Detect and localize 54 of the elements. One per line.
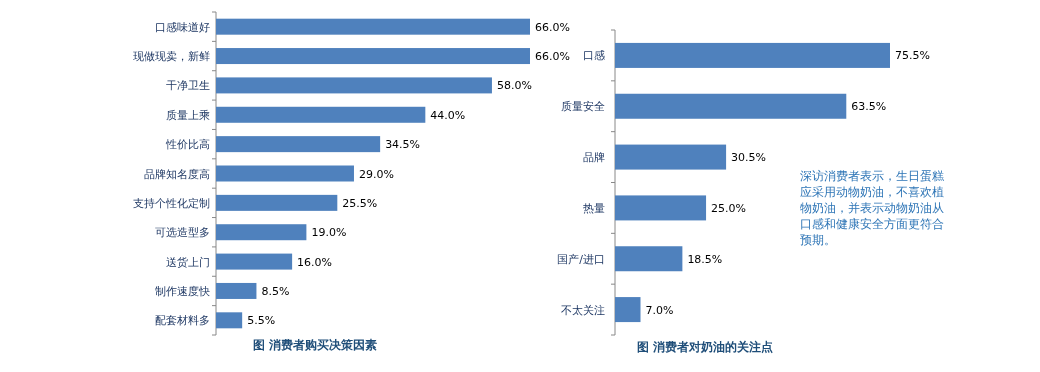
y-tick-label: 送货上门 <box>166 255 210 269</box>
bar <box>615 297 641 323</box>
data-label: 25.0% <box>711 201 747 215</box>
data-label: 19.0% <box>311 226 347 240</box>
y-tick-label: 热量 <box>583 201 605 215</box>
data-label: 18.5% <box>687 252 723 266</box>
y-tick-label: 可选造型多 <box>155 226 210 240</box>
data-label: 34.5% <box>385 138 421 152</box>
y-tick-label: 品牌 <box>583 151 605 165</box>
bar <box>216 77 492 94</box>
data-label: 66.0% <box>535 50 570 64</box>
y-tick-label: 制作速度快 <box>155 284 210 298</box>
bar <box>216 165 354 182</box>
bar <box>615 195 707 221</box>
bar <box>216 194 338 211</box>
data-label: 8.5% <box>261 284 290 298</box>
y-tick-label: 品牌知名度高 <box>144 167 210 181</box>
data-label: 44.0% <box>430 108 466 122</box>
bar <box>615 93 847 119</box>
bar <box>615 42 890 68</box>
data-label: 66.0% <box>535 20 570 34</box>
y-tick-label: 现做现卖，新鲜 <box>133 50 210 64</box>
annotation: 深访消费者表示，生日蛋糕应采用动物奶油，不喜欢植物奶油，并表示动物奶油从口感和健康安全方面更符合预期。 <box>800 169 944 247</box>
data-label: 25.5% <box>342 196 378 210</box>
bar <box>216 106 426 123</box>
bar <box>615 246 683 272</box>
y-tick-label: 配套材料多 <box>155 314 210 328</box>
data-label: 7.0% <box>645 303 674 317</box>
data-label: 58.0% <box>496 79 532 93</box>
bar <box>216 282 257 299</box>
y-tick-label: 不太关注 <box>561 303 605 317</box>
y-tick-label: 国产/进口 <box>557 252 605 266</box>
data-label: 30.5% <box>731 151 767 165</box>
bar <box>216 312 243 329</box>
data-label: 75.5% <box>895 49 930 63</box>
data-label: 5.5% <box>247 314 276 328</box>
bar <box>216 224 307 241</box>
bar <box>216 18 530 35</box>
bar <box>216 48 530 65</box>
y-tick-label: 质量上乘 <box>166 108 210 122</box>
y-tick-label: 口感 <box>583 49 605 63</box>
text: 图 消费者购买决策因素 <box>252 338 378 352</box>
bar <box>216 136 381 153</box>
data-label: 29.0% <box>358 167 394 181</box>
y-tick-label: 性价比高 <box>165 138 210 152</box>
y-tick-label: 质量安全 <box>561 100 605 114</box>
text: 图 消费者对奶油的关注点 <box>636 340 774 354</box>
data-label: 16.0% <box>297 255 333 269</box>
y-tick-label: 口感味道好 <box>155 20 210 34</box>
y-tick-label: 干净卫生 <box>166 79 210 93</box>
data-label: 63.5% <box>851 100 887 114</box>
y-tick-label: 支持个性化定制 <box>133 196 210 210</box>
bar <box>216 253 293 270</box>
bar <box>615 144 727 170</box>
